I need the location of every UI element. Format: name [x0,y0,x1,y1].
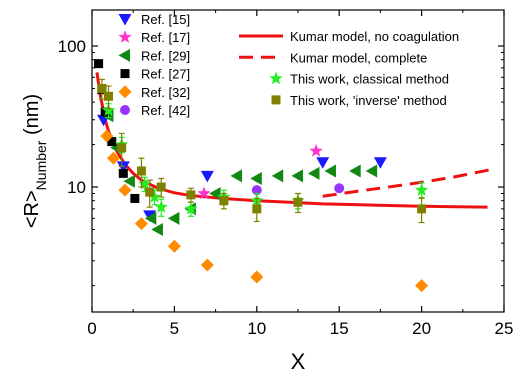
legend-label-ref15: Ref. [15] [141,12,190,27]
legend-label-inverse: This work, 'inverse' method [290,93,447,108]
x-axis-title: X [291,349,306,374]
ref15-point [116,161,130,173]
ref42-point [251,185,262,196]
ref29-point [271,169,284,183]
legend-label-kumar_complete: Kumar model, complete [290,50,427,65]
ref32-point [118,183,132,197]
inverse-point [145,187,155,197]
y-axis-title-main: <R> [21,190,43,228]
y-tick-label: 100 [58,37,86,56]
inverse-point [219,196,229,206]
legend-marker-ref17 [118,30,132,43]
ref29-point [167,211,180,225]
legend-marker-ref42 [120,105,130,115]
ref29-point [144,211,157,225]
x-tick-label: 5 [170,319,179,338]
legend-label-ref27: Ref. [27] [141,67,190,82]
x-tick-label: 25 [495,319,514,338]
ref32-point [415,279,429,293]
ref32-point [167,239,181,253]
classical-point [414,183,429,196]
ref27-point [107,137,117,147]
y-axis-title: <R>Number (nm) [21,94,49,228]
x-tick-label: 20 [412,319,431,338]
inverse-point [97,83,107,93]
ref15-point [200,170,214,183]
ref29-series [101,109,378,236]
legend-marker-ref15 [118,14,132,26]
inverse-point [186,190,196,200]
inverse-point [136,166,146,176]
ref15-point [373,157,387,169]
ref17-series [197,144,323,200]
x-tick-label: 10 [247,319,266,338]
axis-ticks: 0 5 10 15 20 25 10 100 [58,10,514,338]
ref29-point [209,186,221,200]
legend-label-ref29: Ref. [29] [141,48,190,63]
classical-point [138,177,152,190]
legend-marker-inverse [271,95,281,105]
ref29-point [349,164,361,178]
ref15-point [316,157,330,169]
classical-point [154,200,168,213]
legend-label-ref42: Ref. [42] [141,103,190,118]
ref32-point [100,129,114,143]
ref17-point [309,144,323,157]
ref27-point [130,193,140,203]
inverse-point [103,91,113,101]
ref29-point [324,164,336,178]
inverse-point [156,182,166,192]
legend: Ref. [15] Ref. [17] Ref. [29] Ref. [27] Ref.… [118,12,459,118]
kumar_complete-line [322,167,497,198]
ref27-point [118,168,128,178]
classical-point [101,103,116,116]
series-layer [94,59,497,293]
inverse-point [252,204,262,214]
ref32-point [200,258,214,272]
legend-marker-ref27 [120,69,130,79]
inverse-point [293,197,303,207]
legend-label-ref17: Ref. [17] [141,30,190,45]
y-axis-title-unit: (nm) [21,94,43,141]
ref29-point [123,174,135,188]
classical-point [184,201,198,215]
ref29-point [307,166,320,180]
ref32-series [100,129,429,293]
x-tick-label: 0 [87,319,96,338]
x-tick-label: 15 [330,319,349,338]
inverse-series [97,78,427,224]
inverse-point [117,143,127,153]
ref32-point [134,217,148,231]
ref29-point [151,222,163,236]
legend-marker-ref29 [118,48,130,62]
legend-label-kumar_nocoag: Kumar model, no coagulation [290,29,459,44]
y-tick-label: 10 [67,178,86,197]
ref17-point [197,186,211,200]
ref27-point [100,107,110,117]
ref32-point [250,270,264,284]
legend-marker-ref32 [118,85,132,99]
classical-point [147,189,162,203]
y-axis-title-sub: Number [33,140,49,190]
ref29-point [250,171,262,185]
legend-marker-classical [269,71,283,85]
ref27-point [94,59,104,69]
ref42-point [334,183,345,194]
ref32-point [106,151,120,165]
legend-label-classical: This work, classical method [290,72,449,87]
ref29-point [365,164,378,178]
ref42-series [251,183,345,196]
ref29-point [230,169,243,183]
ref29-point [291,169,303,183]
legend-label-ref32: Ref. [32] [141,85,190,100]
inverse-point [417,204,427,214]
